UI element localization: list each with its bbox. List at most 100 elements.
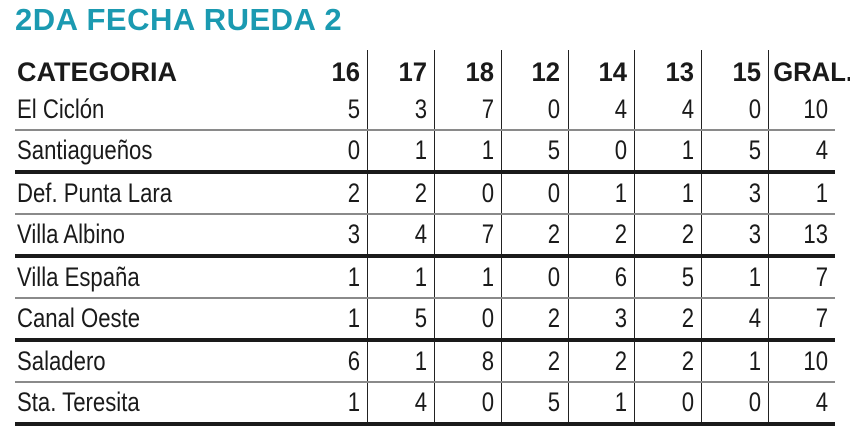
column-header-12: 12 (500, 50, 568, 90)
score-cell: 0 (434, 172, 502, 215)
score-value: 5 (548, 387, 561, 417)
score-value: 0 (481, 303, 494, 333)
score-cell: 2 (567, 340, 635, 383)
score-value: 1 (481, 262, 494, 292)
category-name: Canal Oeste (15, 298, 301, 342)
score-value: 3 (414, 94, 427, 124)
total-cell: 1 (767, 172, 835, 215)
score-value: 2 (548, 303, 561, 333)
score-value: 2 (681, 219, 694, 249)
score-cell: 2 (301, 172, 368, 215)
score-cell: 5 (701, 130, 769, 174)
total-cell: 7 (767, 256, 835, 299)
score-value: 0 (548, 262, 561, 292)
column-header-label: 18 (465, 57, 494, 87)
score-value: 4 (681, 94, 694, 124)
score-cell: 1 (367, 340, 435, 383)
results-table: CATEGORIA 16 17 18 12 14 13 15 GRAL. El Ciclón 5 3… (15, 50, 850, 426)
score-value: 1 (614, 178, 628, 208)
score-value: 1 (347, 387, 361, 417)
category-name: El Ciclón (15, 90, 301, 131)
score-value: 1 (748, 346, 761, 376)
score-cell: 4 (367, 382, 435, 426)
score-value: 3 (748, 178, 761, 208)
column-header-label: GRAL. (772, 57, 850, 87)
score-cell: 0 (434, 298, 502, 342)
score-value: 13 (803, 219, 828, 249)
score-cell: 3 (567, 298, 635, 342)
score-cell: 3 (367, 90, 435, 131)
score-cell: 1 (634, 130, 702, 174)
score-value: 8 (481, 346, 494, 376)
score-value: 1 (748, 262, 761, 292)
column-header-label: 13 (665, 57, 694, 87)
score-value: 4 (414, 387, 427, 417)
score-value: 7 (481, 94, 494, 124)
score-value: 1 (614, 387, 628, 417)
score-value: 1 (481, 135, 494, 165)
category-name-text: Sta. Teresita (17, 387, 140, 417)
score-value: 6 (614, 262, 628, 292)
score-cell: 7 (434, 90, 502, 131)
score-cell: 4 (367, 214, 435, 258)
score-cell: 2 (634, 214, 702, 258)
column-header-16: 16 (301, 50, 368, 90)
score-value: 1 (347, 262, 361, 292)
score-cell: 0 (634, 382, 702, 426)
table-row: Villa España 1 1 1 0 6 5 1 7 (15, 256, 835, 299)
category-name-text: Canal Oeste (17, 303, 141, 333)
score-value: 4 (815, 135, 828, 165)
header-row: CATEGORIA 16 17 18 12 14 13 15 GRAL. (15, 50, 850, 90)
score-value: 5 (681, 262, 694, 292)
category-name: Saladero (15, 340, 301, 383)
score-value: 1 (347, 303, 361, 333)
score-cell: 1 (701, 340, 769, 383)
category-name: Sta. Teresita (15, 382, 301, 426)
score-value: 3 (748, 219, 761, 249)
score-value: 2 (614, 346, 628, 376)
table-row: Santiagueños 0 1 1 5 0 1 5 4 (15, 130, 835, 174)
score-value: 2 (681, 346, 694, 376)
column-header-label: 14 (598, 57, 628, 87)
category-name: Def. Punta Lara (15, 172, 301, 215)
total-cell: 7 (767, 298, 835, 342)
column-header-14: 14 (567, 50, 635, 90)
category-name-text: Santiagueños (17, 135, 153, 165)
score-value: 2 (414, 178, 427, 208)
table-row: Saladero 6 1 8 2 2 2 1 10 (15, 340, 835, 383)
score-cell: 5 (500, 382, 568, 426)
table-row: Canal Oeste 1 5 0 2 3 2 4 7 (15, 298, 835, 342)
score-value: 0 (748, 94, 761, 124)
score-value: 1 (815, 178, 828, 208)
score-value: 0 (681, 387, 694, 417)
column-header-13: 13 (634, 50, 702, 90)
score-cell: 1 (301, 256, 368, 299)
column-header-categoria: CATEGORIA (15, 50, 301, 90)
score-value: 4 (414, 219, 427, 249)
score-value: 10 (803, 346, 828, 376)
score-cell: 2 (500, 298, 568, 342)
score-cell: 3 (701, 214, 769, 258)
table-row: Def. Punta Lara 2 2 0 0 1 1 3 1 (15, 172, 835, 215)
score-value: 10 (803, 94, 828, 124)
score-cell: 1 (301, 382, 368, 426)
score-cell: 2 (634, 298, 702, 342)
category-name-text: Villa España (17, 262, 140, 292)
table-row: El Ciclón 5 3 7 0 4 4 0 10 (15, 90, 835, 131)
score-cell: 0 (701, 90, 769, 131)
score-value: 7 (481, 219, 494, 249)
score-value: 0 (481, 387, 494, 417)
score-cell: 0 (500, 90, 568, 131)
score-value: 5 (748, 135, 761, 165)
score-cell: 4 (701, 298, 769, 342)
score-value: 4 (815, 387, 828, 417)
score-value: 3 (614, 303, 628, 333)
score-cell: 5 (301, 90, 368, 131)
score-cell: 0 (500, 256, 568, 299)
category-name-text: Villa Albino (17, 219, 125, 249)
total-cell: 4 (767, 382, 835, 426)
score-cell: 5 (367, 298, 435, 342)
column-header-gral: GRAL. (767, 50, 850, 90)
column-header-15: 15 (701, 50, 769, 90)
score-value: 5 (548, 135, 561, 165)
